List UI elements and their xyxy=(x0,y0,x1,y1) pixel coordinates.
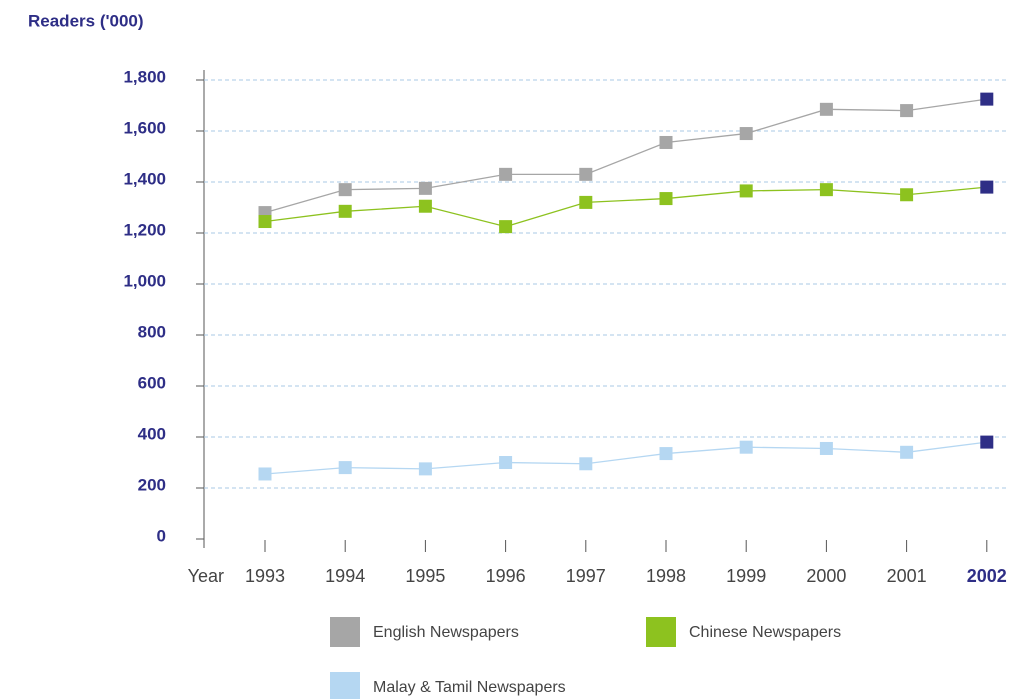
data-point xyxy=(659,135,673,149)
y-tick-label: 1,000 xyxy=(123,271,166,290)
x-tick-label: 1993 xyxy=(245,566,285,586)
data-point xyxy=(499,220,513,234)
y-tick-label: 800 xyxy=(138,322,166,341)
x-tick-label: 1997 xyxy=(566,566,606,586)
data-point xyxy=(499,167,513,181)
data-point xyxy=(579,195,593,209)
y-tick-label: 400 xyxy=(138,424,166,443)
data-point xyxy=(900,188,914,202)
y-tick-label: 600 xyxy=(138,373,166,392)
data-point xyxy=(418,462,432,476)
data-point xyxy=(579,167,593,181)
data-point xyxy=(418,199,432,213)
data-point xyxy=(900,445,914,459)
data-point xyxy=(338,204,352,218)
series-line xyxy=(264,441,987,475)
data-point xyxy=(579,457,593,471)
data-point xyxy=(659,447,673,461)
data-point xyxy=(338,183,352,197)
data-point xyxy=(739,184,753,198)
legend-label: English Newspapers xyxy=(373,624,519,641)
data-point xyxy=(338,461,352,475)
data-point xyxy=(739,440,753,454)
data-point xyxy=(258,467,272,481)
y-tick-label: 1,400 xyxy=(123,169,166,188)
x-tick-label: 1995 xyxy=(405,566,445,586)
data-point xyxy=(659,192,673,206)
data-point xyxy=(980,435,994,449)
data-point xyxy=(258,215,272,229)
data-point xyxy=(418,181,432,195)
x-axis-label: Year xyxy=(188,566,224,586)
data-point xyxy=(819,441,833,455)
y-tick-label: 1,600 xyxy=(123,118,166,137)
y-tick-label: 1,800 xyxy=(123,67,166,86)
x-tick-label: 2002 xyxy=(967,566,1007,586)
series-line xyxy=(264,98,987,214)
x-tick-label: 1994 xyxy=(325,566,365,586)
x-tick-label: 2001 xyxy=(887,566,927,586)
data-point xyxy=(739,127,753,141)
y-tick-label: 1,200 xyxy=(123,220,166,239)
legend-swatch xyxy=(330,672,360,699)
data-point xyxy=(819,102,833,116)
data-point xyxy=(819,183,833,197)
y-tick-label: 0 xyxy=(157,526,166,545)
legend-swatch xyxy=(646,617,676,647)
data-point xyxy=(980,180,994,194)
series-line xyxy=(264,186,987,228)
x-tick-label: 1999 xyxy=(726,566,766,586)
y-axis-label: Readers ('000) xyxy=(28,11,144,30)
x-tick-label: 2000 xyxy=(806,566,846,586)
data-point xyxy=(980,92,994,106)
y-tick-label: 200 xyxy=(138,475,166,494)
data-point xyxy=(900,104,914,118)
legend-label: Malay & Tamil Newspapers xyxy=(373,679,566,696)
x-tick-label: 1998 xyxy=(646,566,686,586)
x-tick-label: 1996 xyxy=(486,566,526,586)
legend-swatch xyxy=(330,617,360,647)
legend-label: Chinese Newspapers xyxy=(689,624,841,641)
data-point xyxy=(499,456,513,469)
